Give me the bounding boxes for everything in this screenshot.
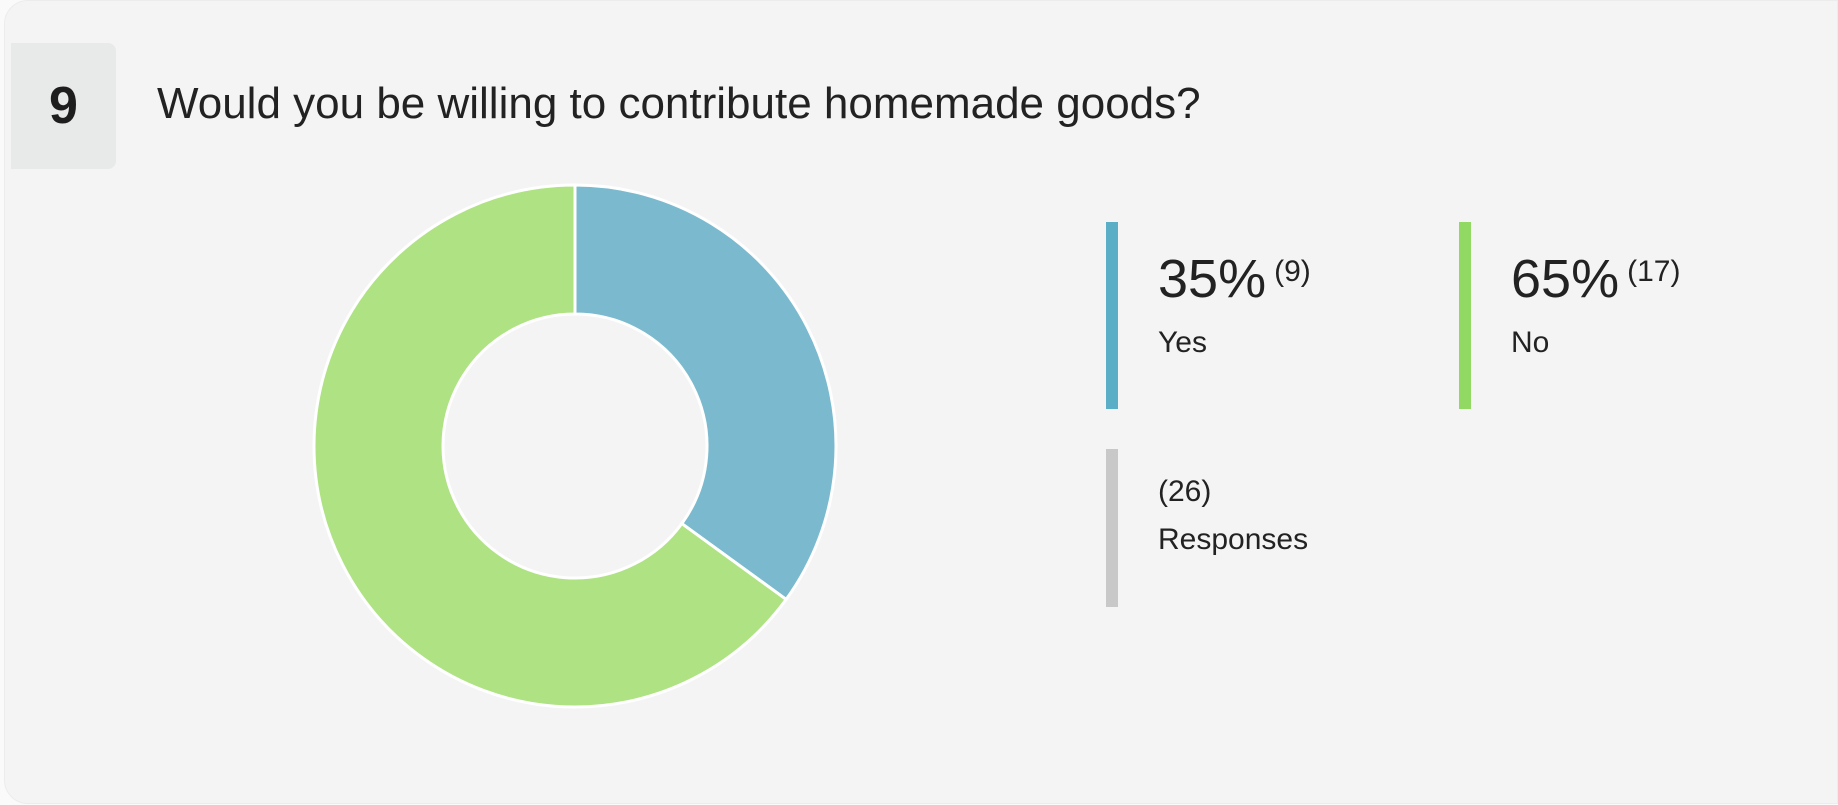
total-count: (26) — [1158, 475, 1212, 508]
donut-slice — [312, 183, 789, 709]
category-label: Yes — [1158, 326, 1207, 359]
question-number: 9 — [11, 43, 116, 169]
percent-label: 35% — [1158, 249, 1267, 309]
legend-color-bar — [1459, 222, 1471, 409]
donut-slice — [573, 183, 838, 602]
legend-item: 65% (17) No — [1459, 222, 1779, 409]
legend-values: 35% (9) — [1158, 248, 1311, 310]
legend-item: 35% (9) Yes — [1106, 222, 1426, 409]
donut-chart — [312, 183, 838, 709]
count-label: (17) — [1627, 255, 1681, 288]
legend-values: 65% (17) — [1511, 248, 1680, 310]
legend-color-bar — [1106, 222, 1118, 409]
question-title: Would you be willing to contribute homem… — [157, 79, 1201, 128]
percent-label: 65% — [1511, 249, 1620, 309]
category-label: No — [1511, 326, 1550, 359]
count-label: (9) — [1274, 255, 1311, 288]
legend-item: (26) Responses — [1106, 449, 1426, 607]
question-card: 9 Would you be willing to contribute hom… — [4, 0, 1838, 804]
legend-color-bar — [1106, 449, 1118, 607]
total-name: Responses — [1158, 523, 1309, 556]
